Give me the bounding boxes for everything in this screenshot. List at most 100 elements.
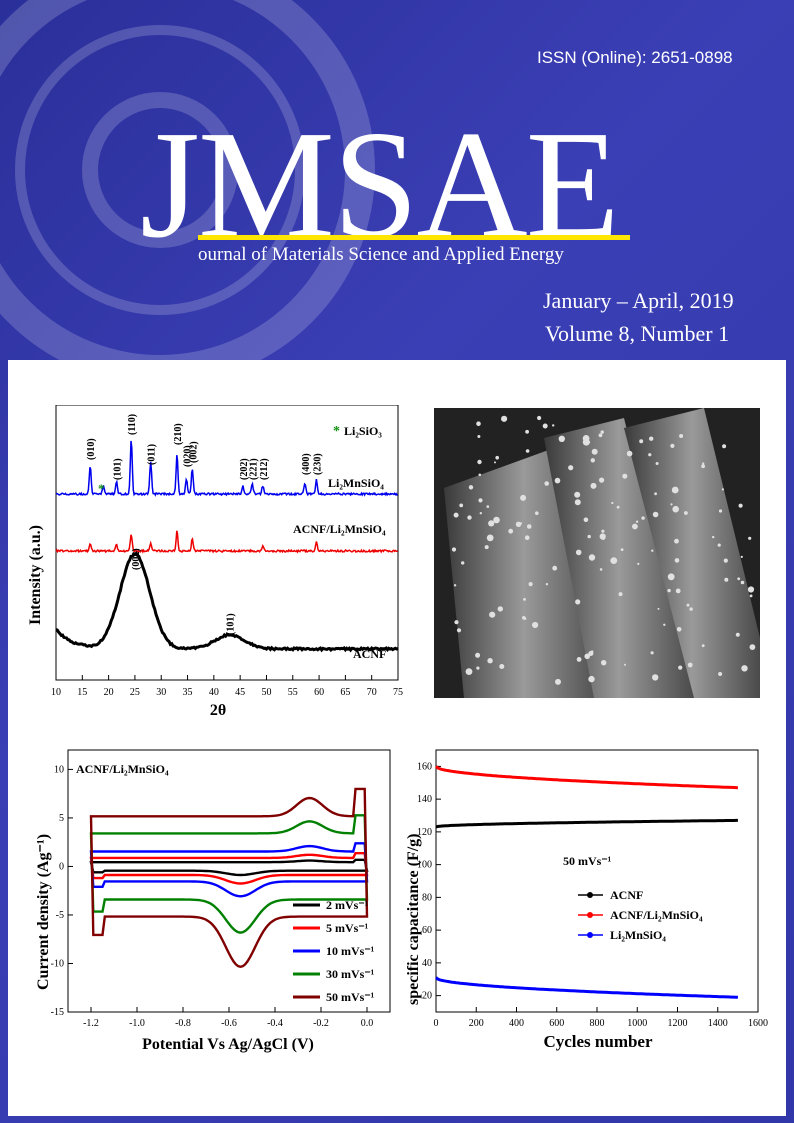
sem-particle <box>477 460 481 464</box>
sem-particle <box>684 511 688 515</box>
xrd-peak-label: (400) <box>301 453 312 475</box>
sem-particle <box>624 664 626 666</box>
sem-particle <box>688 663 693 668</box>
sem-particle <box>677 627 682 632</box>
sem-particle <box>537 416 541 420</box>
figure-panel: 10 15 20 25 30 35 40 45 50 55 60 65 70 75 (010) (101)(… <box>8 360 786 1116</box>
issue-volume: Volume 8, Number 1 <box>545 321 729 347</box>
xrd-x-tick: 15 <box>77 687 87 698</box>
xrd-peak-label: (002) <box>188 441 199 463</box>
sem-particle <box>494 461 496 463</box>
sem-particle <box>480 512 482 514</box>
sem-particle <box>469 485 473 489</box>
sem-particle <box>589 554 595 560</box>
cycle-x-tick: 800 <box>590 1018 605 1029</box>
sem-particle <box>498 606 503 611</box>
sem-particle <box>712 536 714 538</box>
sem-particle <box>737 577 740 580</box>
sem-particle <box>702 644 705 647</box>
sem-particle <box>592 449 598 455</box>
xrd-peak-label: (101) <box>113 458 124 480</box>
sem-particle <box>532 622 538 628</box>
logo-underline-bar <box>198 235 630 240</box>
sem-particle <box>599 433 603 437</box>
sem-particle <box>454 620 458 624</box>
sem-particle <box>654 492 657 495</box>
sem-particle <box>584 518 589 523</box>
xrd-acnf-peak-label: (002) <box>131 548 142 570</box>
sem-particle <box>522 616 526 620</box>
xrd-x-tick: 55 <box>288 687 298 698</box>
cycle-y-tick: 20 <box>422 991 432 1002</box>
sem-particle <box>476 667 479 670</box>
sem-particle <box>724 559 728 563</box>
xrd-chart: 10 15 20 25 30 35 40 45 50 55 60 65 70 75 (010) (101) (… <box>28 405 408 725</box>
sem-particle <box>656 462 659 465</box>
cv-x-tick: 0.0 <box>361 1018 374 1029</box>
cycle-legend-label: ACNF/Li₂MnSiO₄ <box>610 908 703 922</box>
sem-particle <box>475 653 480 658</box>
cycle-y-tick: 80 <box>422 892 432 903</box>
cycle-legend-marker <box>587 892 593 898</box>
sem-particle <box>493 517 500 524</box>
cv-legend-label: 50 mVs⁻¹ <box>326 990 375 1004</box>
sem-particle <box>543 424 548 429</box>
cycle-x-tick: 200 <box>469 1018 484 1029</box>
sem-particle <box>641 516 644 519</box>
xrd-peak-label: (011) <box>147 444 158 465</box>
sem-particle <box>622 474 627 479</box>
sem-particle <box>601 430 604 433</box>
cycle-legend-marker <box>587 932 593 938</box>
journal-full-name: ournal of Materials Science and Applied … <box>198 244 564 266</box>
sem-particle <box>722 444 726 448</box>
cv-loop <box>91 789 367 967</box>
sem-particle <box>741 665 747 671</box>
xrd-peak-label: (110) <box>127 414 138 435</box>
sem-particle <box>591 650 594 653</box>
sem-particle <box>672 506 679 513</box>
xrd-peak-label: (010) <box>86 438 97 460</box>
cycle-x-tick: 1600 <box>748 1018 768 1029</box>
sem-particle <box>466 668 473 675</box>
sem-particle <box>678 666 682 670</box>
xrd-label-acnf: ACNF <box>353 647 386 661</box>
sem-particle <box>527 524 532 529</box>
sem-particle <box>577 657 582 662</box>
sem-particle <box>584 654 590 660</box>
sem-particle <box>552 566 557 571</box>
sem-particle <box>658 608 660 610</box>
sem-particle <box>467 515 471 519</box>
sem-particle <box>591 483 597 489</box>
sem-particle <box>687 604 690 607</box>
sem-particle <box>588 535 591 538</box>
sem-particle <box>750 644 756 650</box>
sem-particle <box>568 465 573 470</box>
cv-y-tick: 10 <box>54 764 64 775</box>
sem-particle <box>670 503 672 505</box>
sem-particle <box>702 462 704 464</box>
xrd-label-li2mnsio4: Li₂MnSiO₄ <box>328 476 384 490</box>
sem-particle <box>546 583 548 585</box>
cv-legend-label: 5 mVs⁻¹ <box>326 921 369 935</box>
cycle-x-tick: 0 <box>434 1018 439 1029</box>
sem-particle <box>479 474 482 477</box>
xrd-star-peak: * <box>98 481 105 496</box>
issue-date: January – April, 2019 <box>543 288 734 314</box>
cycle-series-line <box>436 820 738 827</box>
cycle-y-tick: 40 <box>422 958 432 969</box>
sem-particle <box>617 506 620 509</box>
cycle-chart: 0 200 400 600 800 1000 1200 1400 160020406080100… <box>398 745 778 1055</box>
sem-particle <box>627 451 633 457</box>
cycle-xlabel: Cycles number <box>543 1032 653 1051</box>
sem-particle <box>487 505 490 508</box>
xrd-label-acnf-li2mnsio4: ACNF/Li₂MnSiO₄ <box>293 522 386 536</box>
sem-particle <box>588 676 594 682</box>
cv-y-tick: 0 <box>59 861 64 872</box>
sem-particle <box>663 624 665 626</box>
sem-particle <box>583 435 590 442</box>
sem-particle <box>741 556 743 558</box>
cv-x-tick: -0.4 <box>267 1018 283 1029</box>
xrd-star: * <box>333 424 340 439</box>
sem-particle <box>452 547 456 551</box>
sem-particle <box>477 435 480 438</box>
